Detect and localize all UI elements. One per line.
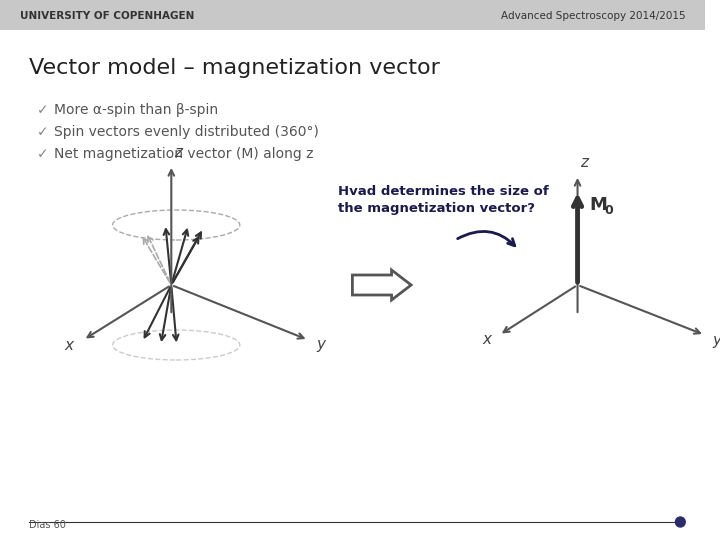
Text: x: x — [64, 338, 73, 353]
Text: ✓: ✓ — [37, 125, 49, 139]
Text: Hvad determines the size of
the magnetization vector?: Hvad determines the size of the magnetiz… — [338, 185, 549, 215]
Text: z: z — [174, 145, 182, 160]
Text: z: z — [580, 155, 588, 170]
Text: 0: 0 — [604, 204, 613, 217]
FancyBboxPatch shape — [0, 0, 705, 30]
Text: ✓: ✓ — [37, 147, 49, 161]
FancyArrow shape — [352, 270, 411, 300]
Text: Spin vectors evenly distributed (360°): Spin vectors evenly distributed (360°) — [54, 125, 319, 139]
Text: M: M — [589, 196, 607, 214]
Text: Net magnetization vector (M) along z: Net magnetization vector (M) along z — [54, 147, 313, 161]
Text: y: y — [316, 338, 325, 353]
Text: UNIVERSITY OF COPENHAGEN: UNIVERSITY OF COPENHAGEN — [19, 11, 194, 21]
Text: x: x — [482, 333, 492, 348]
Text: ✓: ✓ — [37, 103, 49, 117]
Text: More α-spin than β-spin: More α-spin than β-spin — [54, 103, 218, 117]
Text: Dias 60: Dias 60 — [30, 520, 66, 530]
Circle shape — [675, 517, 685, 527]
Text: y: y — [713, 333, 720, 348]
Text: Advanced Spectroscopy 2014/2015: Advanced Spectroscopy 2014/2015 — [500, 11, 685, 21]
FancyArrowPatch shape — [458, 232, 515, 246]
Text: Vector model – magnetization vector: Vector model – magnetization vector — [30, 58, 440, 78]
